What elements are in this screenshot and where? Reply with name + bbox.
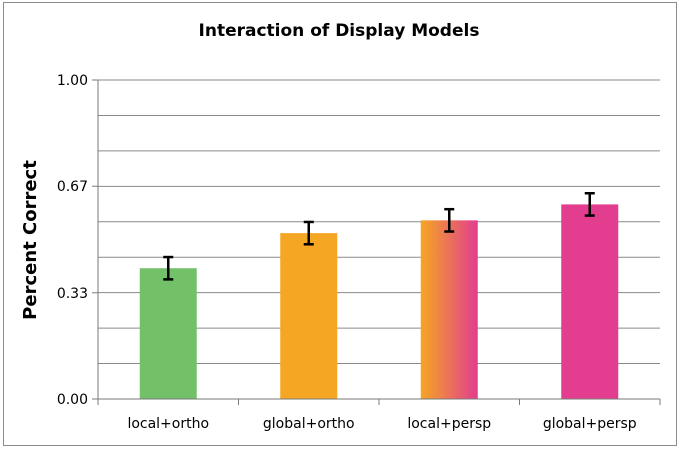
y-tick-label: 0.00	[57, 392, 88, 408]
y-tick-label: 0.33	[57, 286, 88, 302]
y-tick-label: 1.00	[57, 73, 88, 89]
bar-global+ortho	[280, 233, 338, 399]
x-tick-label: global+persp	[543, 416, 637, 432]
bar-global+persp	[561, 204, 619, 399]
x-tick-label: local+persp	[407, 416, 491, 432]
y-axis-label: Percent Correct	[20, 160, 41, 320]
bar-local+ortho	[139, 268, 197, 399]
chart-title: Interaction of Display Models	[199, 21, 480, 41]
x-tick-label: local+ortho	[127, 416, 209, 432]
tick-labels: 0.00 0.33 0.67 1.00 local+ortho global+ortho l…	[57, 73, 637, 432]
bars	[139, 191, 619, 399]
bar-local+persp	[420, 220, 478, 399]
axes	[92, 79, 661, 405]
y-tick-label: 0.67	[57, 179, 88, 195]
x-tick-label: global+ortho	[263, 416, 355, 432]
